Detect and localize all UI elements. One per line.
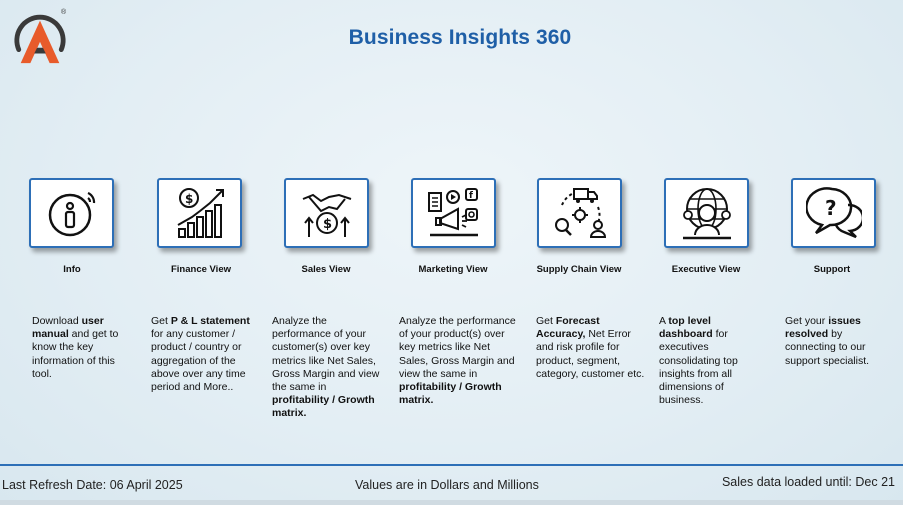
description-segment: profitability / Growth matrix.: [399, 381, 502, 407]
footer-divider: [0, 464, 903, 466]
description-segment: Get: [536, 315, 556, 327]
app-logo: ®: [11, 9, 69, 67]
description-segment: Get your: [785, 315, 829, 327]
card-executive-view-description: A top level dashboard for executives con…: [659, 315, 757, 407]
card-finance-view-label[interactable]: Finance View: [170, 264, 231, 275]
card-marketing-view-label[interactable]: Marketing View: [418, 264, 488, 275]
card-executive-view-button[interactable]: [664, 178, 749, 248]
description-segment: profitability / Growth matrix.: [272, 394, 375, 420]
card-marketing-view-button[interactable]: f: [411, 178, 496, 248]
description-segment: for any customer / product / country or …: [151, 328, 246, 394]
card-supply-chain-view-button[interactable]: [537, 178, 622, 248]
card-finance-view-description: Get P & L statement for any customer / p…: [151, 315, 263, 394]
card-support-label[interactable]: Support: [813, 264, 851, 275]
description-segment: issues resolved: [785, 315, 861, 341]
description-segment: A: [659, 315, 669, 327]
svg-text:$: $: [185, 192, 193, 206]
description-segment: user manual: [32, 315, 104, 341]
description-segment: for executives consolidating top insight…: [659, 328, 738, 407]
card-info-button[interactable]: [29, 178, 114, 248]
finance-chart-icon: $: [172, 185, 228, 241]
card-sales-view-button[interactable]: $: [284, 178, 369, 248]
handshake-icon: $: [299, 185, 355, 241]
description-segment: and get to know the key information of t…: [32, 328, 119, 380]
description-segment: Get: [151, 315, 171, 327]
supply-chain-icon: [552, 185, 608, 241]
card-finance-view-button[interactable]: $: [157, 178, 242, 248]
card-support-button[interactable]: ?: [791, 178, 876, 248]
svg-text:$: $: [323, 217, 332, 232]
card-sales-view-description: Analyze the performance of your customer…: [272, 315, 384, 421]
page-title: Business Insights 360: [348, 26, 572, 49]
registered-mark: ®: [61, 9, 67, 16]
description-segment: top level dashboard: [659, 315, 713, 341]
support-chat-icon: ?: [805, 185, 862, 241]
card-sales-view-label[interactable]: Sales View: [301, 264, 351, 275]
card-support-description: Get your issues resolved by connecting t…: [785, 315, 883, 368]
values-unit-note: Values are in Dollars and Millions: [355, 478, 539, 492]
last-refresh-date: Last Refresh Date: 06 April 2025: [2, 478, 183, 492]
card-executive-view-label[interactable]: Executive View: [671, 264, 741, 275]
info-icon: [44, 185, 100, 241]
marketing-megaphone-icon: f: [426, 185, 482, 241]
card-info-label[interactable]: Info: [63, 264, 81, 275]
description-segment: Net Error and risk profile for product, …: [536, 328, 645, 380]
svg-text:?: ?: [825, 196, 837, 220]
description-segment: Forecast Accuracy,: [536, 315, 600, 341]
description-segment: Analyze the performance of your customer…: [272, 315, 380, 394]
svg-text:f: f: [469, 191, 473, 201]
executive-globe-icon: [679, 185, 735, 241]
card-info-description: Download user manual and get to know the…: [32, 315, 128, 381]
description-segment: Analyze the performance of your product(…: [399, 315, 516, 380]
card-supply-chain-view-label[interactable]: Supply Chain View: [536, 264, 622, 275]
description-segment: P & L statement: [170, 315, 250, 327]
description-segment: by connecting to our support specialist.: [785, 328, 870, 367]
sales-data-loaded: Sales data loaded until: Dec 21: [721, 475, 895, 489]
card-marketing-view-description: Analyze the performance of your product(…: [399, 315, 517, 407]
description-segment: Download: [32, 315, 82, 327]
bottom-edge: [0, 500, 903, 505]
card-supply-chain-view-description: Get Forecast Accuracy, Net Error and ris…: [536, 315, 646, 381]
